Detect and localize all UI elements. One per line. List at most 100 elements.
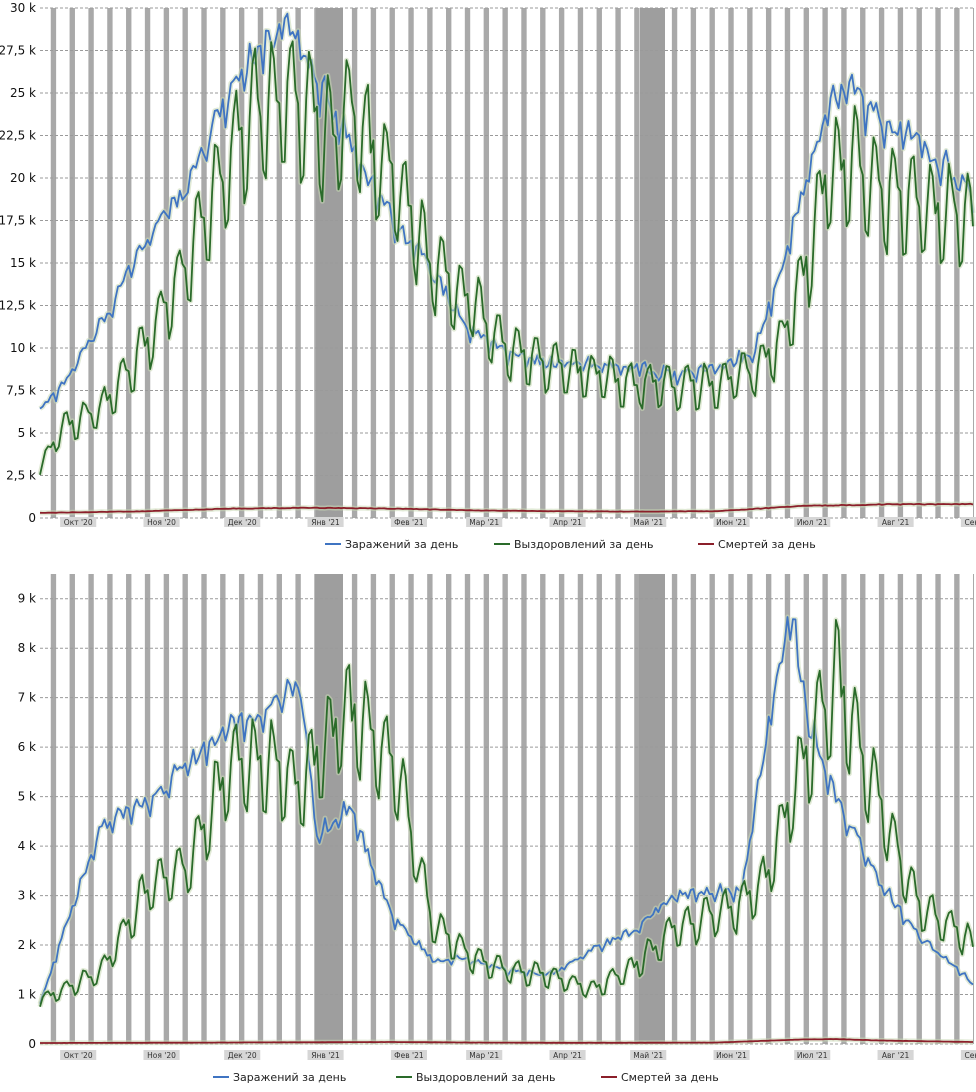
x-tick-label: Сен '21	[965, 1051, 976, 1060]
y-tick-label: 0	[28, 1037, 36, 1051]
x-tick-label: Мар '21	[469, 518, 499, 527]
weekend-band	[295, 8, 301, 518]
holiday-band	[315, 574, 343, 1044]
weekend-band	[427, 574, 433, 1044]
weekend-band	[370, 8, 377, 518]
x-tick-bg	[960, 517, 976, 527]
x-tick-bg	[877, 517, 914, 527]
x-tick-label: Окт '20	[64, 1051, 93, 1060]
y-tick-label: 1 k	[18, 988, 36, 1002]
weekend-band	[446, 8, 452, 518]
x-tick-bg	[794, 517, 831, 527]
y-tick-label: 15 k	[10, 256, 36, 270]
legend-label-1: Заражений за день	[233, 1071, 346, 1084]
weekend-band	[502, 574, 508, 1044]
y-tick-label: 20 k	[10, 171, 36, 185]
y-tick-label: 6 k	[18, 740, 36, 754]
weekend-band	[238, 574, 245, 1044]
weekend-band	[973, 574, 974, 1044]
x-tick-label: Авг '21	[882, 1051, 910, 1060]
x-tick-label: Июн '21	[716, 518, 747, 527]
x-tick-label: Дек '20	[228, 518, 257, 527]
x-tick-bg	[307, 1050, 344, 1060]
weekend-band	[88, 574, 94, 1044]
y-tick-label: 4 k	[18, 839, 36, 853]
x-tick-bg	[390, 1050, 427, 1060]
weekend-band	[935, 574, 941, 1044]
weekend-band	[747, 8, 753, 518]
y-tick-label: 5 k	[18, 790, 36, 804]
x-tick-bg	[307, 517, 344, 527]
legend-label-2: Выздоровлений за день	[416, 1071, 556, 1084]
x-tick-label: Янв '21	[311, 518, 340, 527]
x-tick-bg	[60, 517, 97, 527]
x-tick-label: Май '21	[633, 518, 663, 527]
y-tick-label: 30 k	[10, 1, 36, 15]
weekend-band	[483, 574, 490, 1044]
series-line-3	[39, 502, 974, 514]
x-tick-label: Окт '20	[64, 518, 93, 527]
weekend-band	[671, 574, 678, 1044]
x-tick-label: Янв '21	[311, 1051, 340, 1060]
x-tick-label: Ноя '20	[147, 1051, 176, 1060]
weekend-band	[50, 8, 57, 518]
weekend-band	[690, 8, 697, 518]
weekend-band	[728, 574, 734, 1044]
weekend-band	[521, 574, 527, 1044]
x-tick-label: Июн '21	[716, 1051, 747, 1060]
series-line-2	[39, 619, 974, 1007]
weekend-band	[935, 8, 941, 518]
y-tick-label: 9 k	[18, 592, 36, 606]
legend-label-3: Смертей за день	[718, 538, 816, 551]
weekend-band	[201, 574, 207, 1044]
x-tick-label: Авг '21	[882, 518, 910, 527]
x-tick-bg	[143, 517, 180, 527]
x-tick-bg	[466, 517, 503, 527]
x-tick-bg	[713, 1050, 750, 1060]
weekend-band	[370, 574, 377, 1044]
series-line-2	[39, 40, 974, 475]
x-tick-bg	[877, 1050, 914, 1060]
y-tick-label: 5 k	[18, 426, 36, 440]
weekend-band	[182, 574, 188, 1044]
weekend-band	[596, 574, 602, 1044]
weekend-band	[822, 574, 828, 1044]
chart-panel-1: 0 2,5 k 5 k 7,5 k 10 k 12,5 k 15 k 17,5 k 20 k 22…	[0, 1, 976, 551]
x-tick-bg	[794, 1050, 831, 1060]
weekend-band	[201, 8, 207, 518]
weekend-band	[126, 8, 132, 518]
x-tick-bg	[60, 1050, 97, 1060]
weekend-band	[615, 8, 621, 518]
x-tick-label: Мар '21	[469, 1051, 499, 1060]
weekend-band	[765, 8, 772, 518]
x-tick-label: Май '21	[633, 1051, 663, 1060]
weekend-band	[690, 574, 697, 1044]
weekend-band	[389, 574, 395, 1044]
y-tick-label: 0	[28, 511, 36, 525]
x-tick-bg	[466, 1050, 503, 1060]
weekend-band	[446, 574, 452, 1044]
weekend-band	[916, 8, 922, 518]
weekend-band	[50, 574, 57, 1044]
chart-panel-2: 0 1 k 2 k 3 k 4 k 5 k 6 k 7 k 8 k 9 k Окт '20 Ноя '…	[18, 574, 976, 1084]
x-tick-bg	[224, 1050, 261, 1060]
weekend-band	[107, 8, 113, 518]
weekend-band	[897, 574, 904, 1044]
weekend-band	[709, 574, 715, 1044]
legend-label-3: Смертей за день	[621, 1071, 719, 1084]
weekend-band	[596, 8, 602, 518]
weekend-band	[803, 574, 809, 1044]
x-tick-bg	[630, 517, 667, 527]
weekend-band	[577, 574, 584, 1044]
weekend-band	[464, 574, 471, 1044]
y-tick-label: 7 k	[18, 691, 36, 705]
x-tick-bg	[549, 1050, 586, 1060]
x-tick-label: Ноя '20	[147, 518, 176, 527]
weekend-band	[954, 574, 960, 1044]
x-tick-bg	[143, 1050, 180, 1060]
y-tick-label: 22,5 k	[0, 129, 36, 143]
weekend-band	[841, 8, 847, 518]
x-tick-label: Сен '21	[965, 518, 976, 527]
weekend-band	[747, 574, 753, 1044]
weekend-band	[69, 574, 75, 1044]
